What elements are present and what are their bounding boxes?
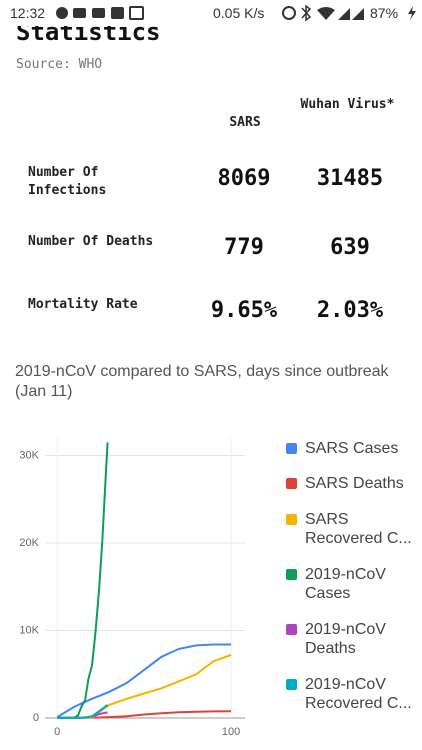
legend-swatch [286,443,297,454]
source: Source: WHO [16,57,103,72]
legend-label: SARS Recovered C... [305,511,412,547]
status-bar: 12:32 0.05 K/s 87% [0,0,422,26]
battery-level: 87% [370,5,399,21]
legend-label: SARS Deaths [305,475,404,492]
system-icons [282,5,364,21]
legend-swatch [286,679,297,690]
x-tick-label: 0 [54,726,60,738]
cell-value: 31485 [316,166,384,191]
row-label: Mortality Rate [28,297,138,312]
network-speed: 0.05 K/s [213,5,265,21]
series-line [56,643,232,718]
y-tick-label: 20K [19,537,39,549]
row-label: Number Of Deaths [28,234,154,249]
notification-icons [56,6,144,20]
cell-value: 2.03% [316,298,384,323]
cell-value: 9.65% [210,298,278,323]
series-line [57,442,109,719]
series-line [57,710,232,719]
legend-label: SARS Cases [305,440,399,457]
cell-value: 639 [330,235,370,260]
column-header: Wuhan Virus* [300,97,395,112]
y-tick-label: 0 [33,712,39,724]
x-tick-label: 100 [222,726,240,738]
legend-swatch [286,624,297,635]
column-header: SARS [229,115,261,130]
y-tick-label: 30K [19,449,39,461]
legend-label: 2019-nCoV Cases [305,566,386,602]
row-label: Number Of Infections [28,165,107,198]
legend-label: 2019-nCoV Recovered C... [305,676,412,712]
legend-swatch [286,478,297,489]
legend-label: 2019-nCoV Deaths [305,621,386,657]
charging-icon [408,6,416,20]
cell-value: 779 [224,235,264,260]
legend-swatch [286,569,297,580]
status-time: 12:32 [10,5,46,21]
series-line [57,654,232,719]
chart: 0 10K 20K 30K 0 100 [19,438,245,738]
chart-title: 2019-nCoV compared to SARS, days since o… [15,363,389,400]
y-tick-label: 10K [19,624,39,636]
cell-value: 8069 [217,166,271,191]
legend-swatch [286,514,297,525]
series-line [57,704,109,719]
